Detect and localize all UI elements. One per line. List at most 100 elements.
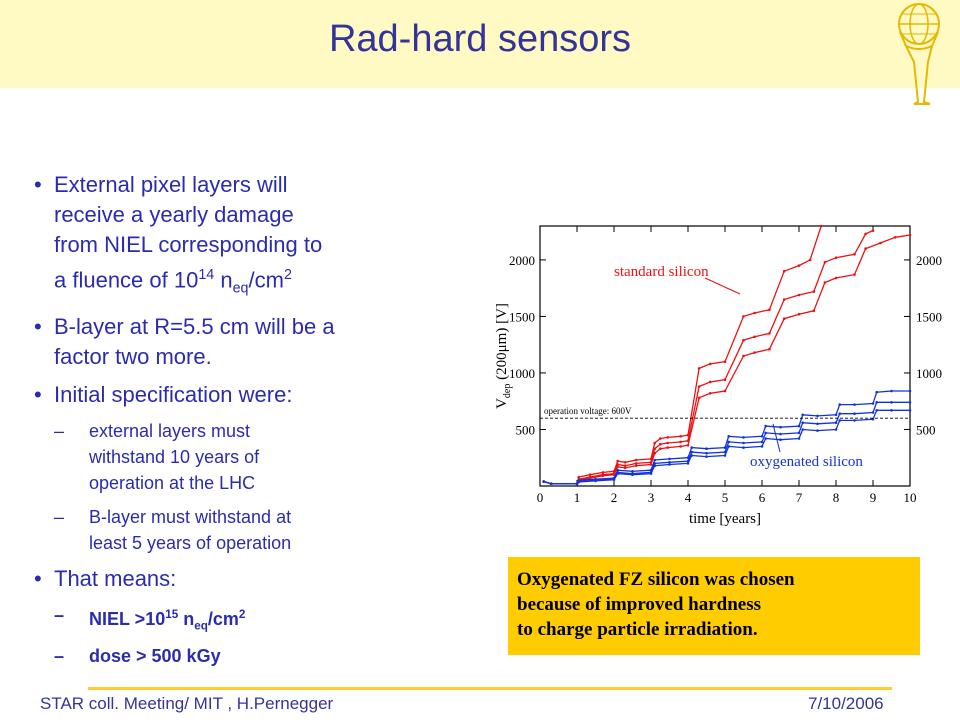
data-point-oxygenated (742, 441, 745, 445)
data-point-standard (649, 463, 653, 466)
data-point-oxygenated (742, 446, 745, 449)
sub-bullet-line: least 5 years of operation (89, 532, 292, 553)
data-point-oxygenated (616, 468, 619, 472)
text-fragment: n (214, 267, 233, 293)
data-point-standard (679, 445, 682, 448)
x-tick-label: 1 (574, 490, 581, 505)
data-point-standard (634, 458, 638, 462)
data-point-standard (823, 281, 827, 284)
sub-bullet-dash: – (54, 506, 65, 527)
data-point-oxygenated (875, 401, 878, 404)
data-point-oxygenated (686, 462, 690, 465)
depletion-voltage-chart: 0 1 2 3 4 5 6 7 8 9 10 500 500 1000 1000 1500 1500 2000 20… (494, 224, 942, 527)
data-point-oxygenated (816, 422, 819, 426)
sub-bullet-dash: – (54, 420, 65, 441)
data-point-standard (697, 396, 701, 400)
data-point-standard (753, 335, 756, 339)
data-point-standard (616, 459, 619, 463)
x-tick-label: 9 (870, 490, 877, 505)
text-fragment: /cm (207, 608, 239, 629)
data-point-standard (653, 447, 656, 450)
data-point-standard (679, 440, 682, 444)
x-tick-label: 8 (833, 490, 840, 505)
data-point-oxygenated (838, 403, 841, 406)
data-point-oxygenated (653, 458, 656, 462)
data-point-standard (697, 385, 701, 388)
data-point-standard (782, 269, 786, 273)
bullet-line: B-layer at R=5.5 cm will be a (54, 313, 335, 339)
data-point-oxygenated (764, 437, 767, 440)
data-point-standard (723, 389, 727, 393)
data-point-oxygenated (838, 419, 841, 422)
sub-bullet-niel: – NIEL >1015 neq/cm2 (34, 602, 404, 640)
sub-bullet-line: NIEL >1015 neq/cm2 (89, 602, 404, 640)
data-point-oxygenated (890, 401, 893, 404)
data-point-standard (823, 260, 827, 264)
bullet-line: That means: (54, 565, 177, 591)
data-point-standard (782, 317, 786, 320)
bullet-fluence: • External pixel layers will receive a y… (34, 170, 404, 304)
data-point-oxygenated (779, 425, 782, 429)
data-point-oxygenated (760, 435, 764, 438)
data-point-standard (659, 447, 662, 450)
y-tick-label-right: 1000 (916, 366, 942, 381)
data-point-standard (666, 446, 669, 449)
series-line-oxygenated-4 (543, 390, 910, 485)
data-point-oxygenated (727, 440, 730, 444)
sub-bullet-line: operation at the LHC (89, 472, 256, 493)
bullet-dot: • (34, 172, 42, 197)
data-point-oxygenated (690, 454, 693, 457)
footer-author: STAR coll. Meeting/ MIT , H.Pernegger (40, 694, 334, 713)
data-point-standard (616, 463, 619, 466)
superscript: 2 (238, 607, 246, 621)
data-point-oxygenated (908, 389, 912, 393)
operation-voltage-label: operation voltage: 600V (544, 406, 632, 416)
data-point-oxygenated (668, 457, 671, 461)
data-point-oxygenated (653, 464, 656, 467)
superscript: 14 (198, 267, 215, 283)
data-point-oxygenated (577, 480, 581, 484)
data-point-standard (588, 473, 592, 476)
caption-line: Oxygenated FZ silicon was chosen (517, 569, 795, 590)
data-point-oxygenated (705, 455, 708, 458)
data-point-oxygenated (801, 428, 804, 431)
data-point-oxygenated (612, 478, 616, 482)
data-point-oxygenated (834, 413, 838, 417)
x-tick-label: 4 (685, 490, 692, 505)
data-point-oxygenated (631, 470, 634, 473)
data-point-oxygenated (594, 479, 597, 483)
data-point-standard (871, 229, 875, 232)
bullet-line: External pixel layers will (54, 172, 288, 197)
data-point-oxygenated (727, 435, 730, 438)
y-axis-label-rest: (200μm) [V] (494, 303, 510, 384)
data-point-oxygenated (797, 424, 801, 428)
data-point-standard (686, 444, 690, 447)
data-point-standard (601, 474, 605, 478)
data-point-standard (708, 362, 712, 366)
data-point-oxygenated (908, 409, 912, 412)
data-point-oxygenated (727, 445, 730, 448)
data-point-oxygenated (705, 447, 708, 450)
data-point-standard (768, 347, 771, 351)
data-point-standard (659, 437, 662, 440)
data-point-oxygenated (871, 418, 875, 421)
subscript: eq (232, 280, 249, 297)
data-point-standard (797, 264, 801, 267)
data-point-standard (601, 471, 605, 474)
bullet-initial-spec: • Initial specification were: (34, 380, 404, 410)
data-point-standard (723, 360, 727, 363)
footer-divider (88, 687, 892, 690)
data-point-standard (679, 435, 682, 438)
text-fragment: n (178, 608, 195, 629)
series-line-standard-2 (543, 234, 911, 485)
oxygenated-silicon-label: oxygenated silicon (750, 454, 863, 470)
data-point-oxygenated (853, 403, 856, 406)
bullet-dot: • (34, 565, 42, 591)
data-point-oxygenated (779, 438, 782, 441)
x-tick-label: 5 (722, 490, 729, 505)
caption-box: Oxygenated FZ silicon was chosen because… (508, 557, 920, 655)
data-point-standard (623, 461, 627, 464)
data-point-standard (666, 436, 669, 439)
y-tick-label-right: 1500 (916, 309, 942, 324)
x-tick-label: 2 (611, 490, 618, 505)
